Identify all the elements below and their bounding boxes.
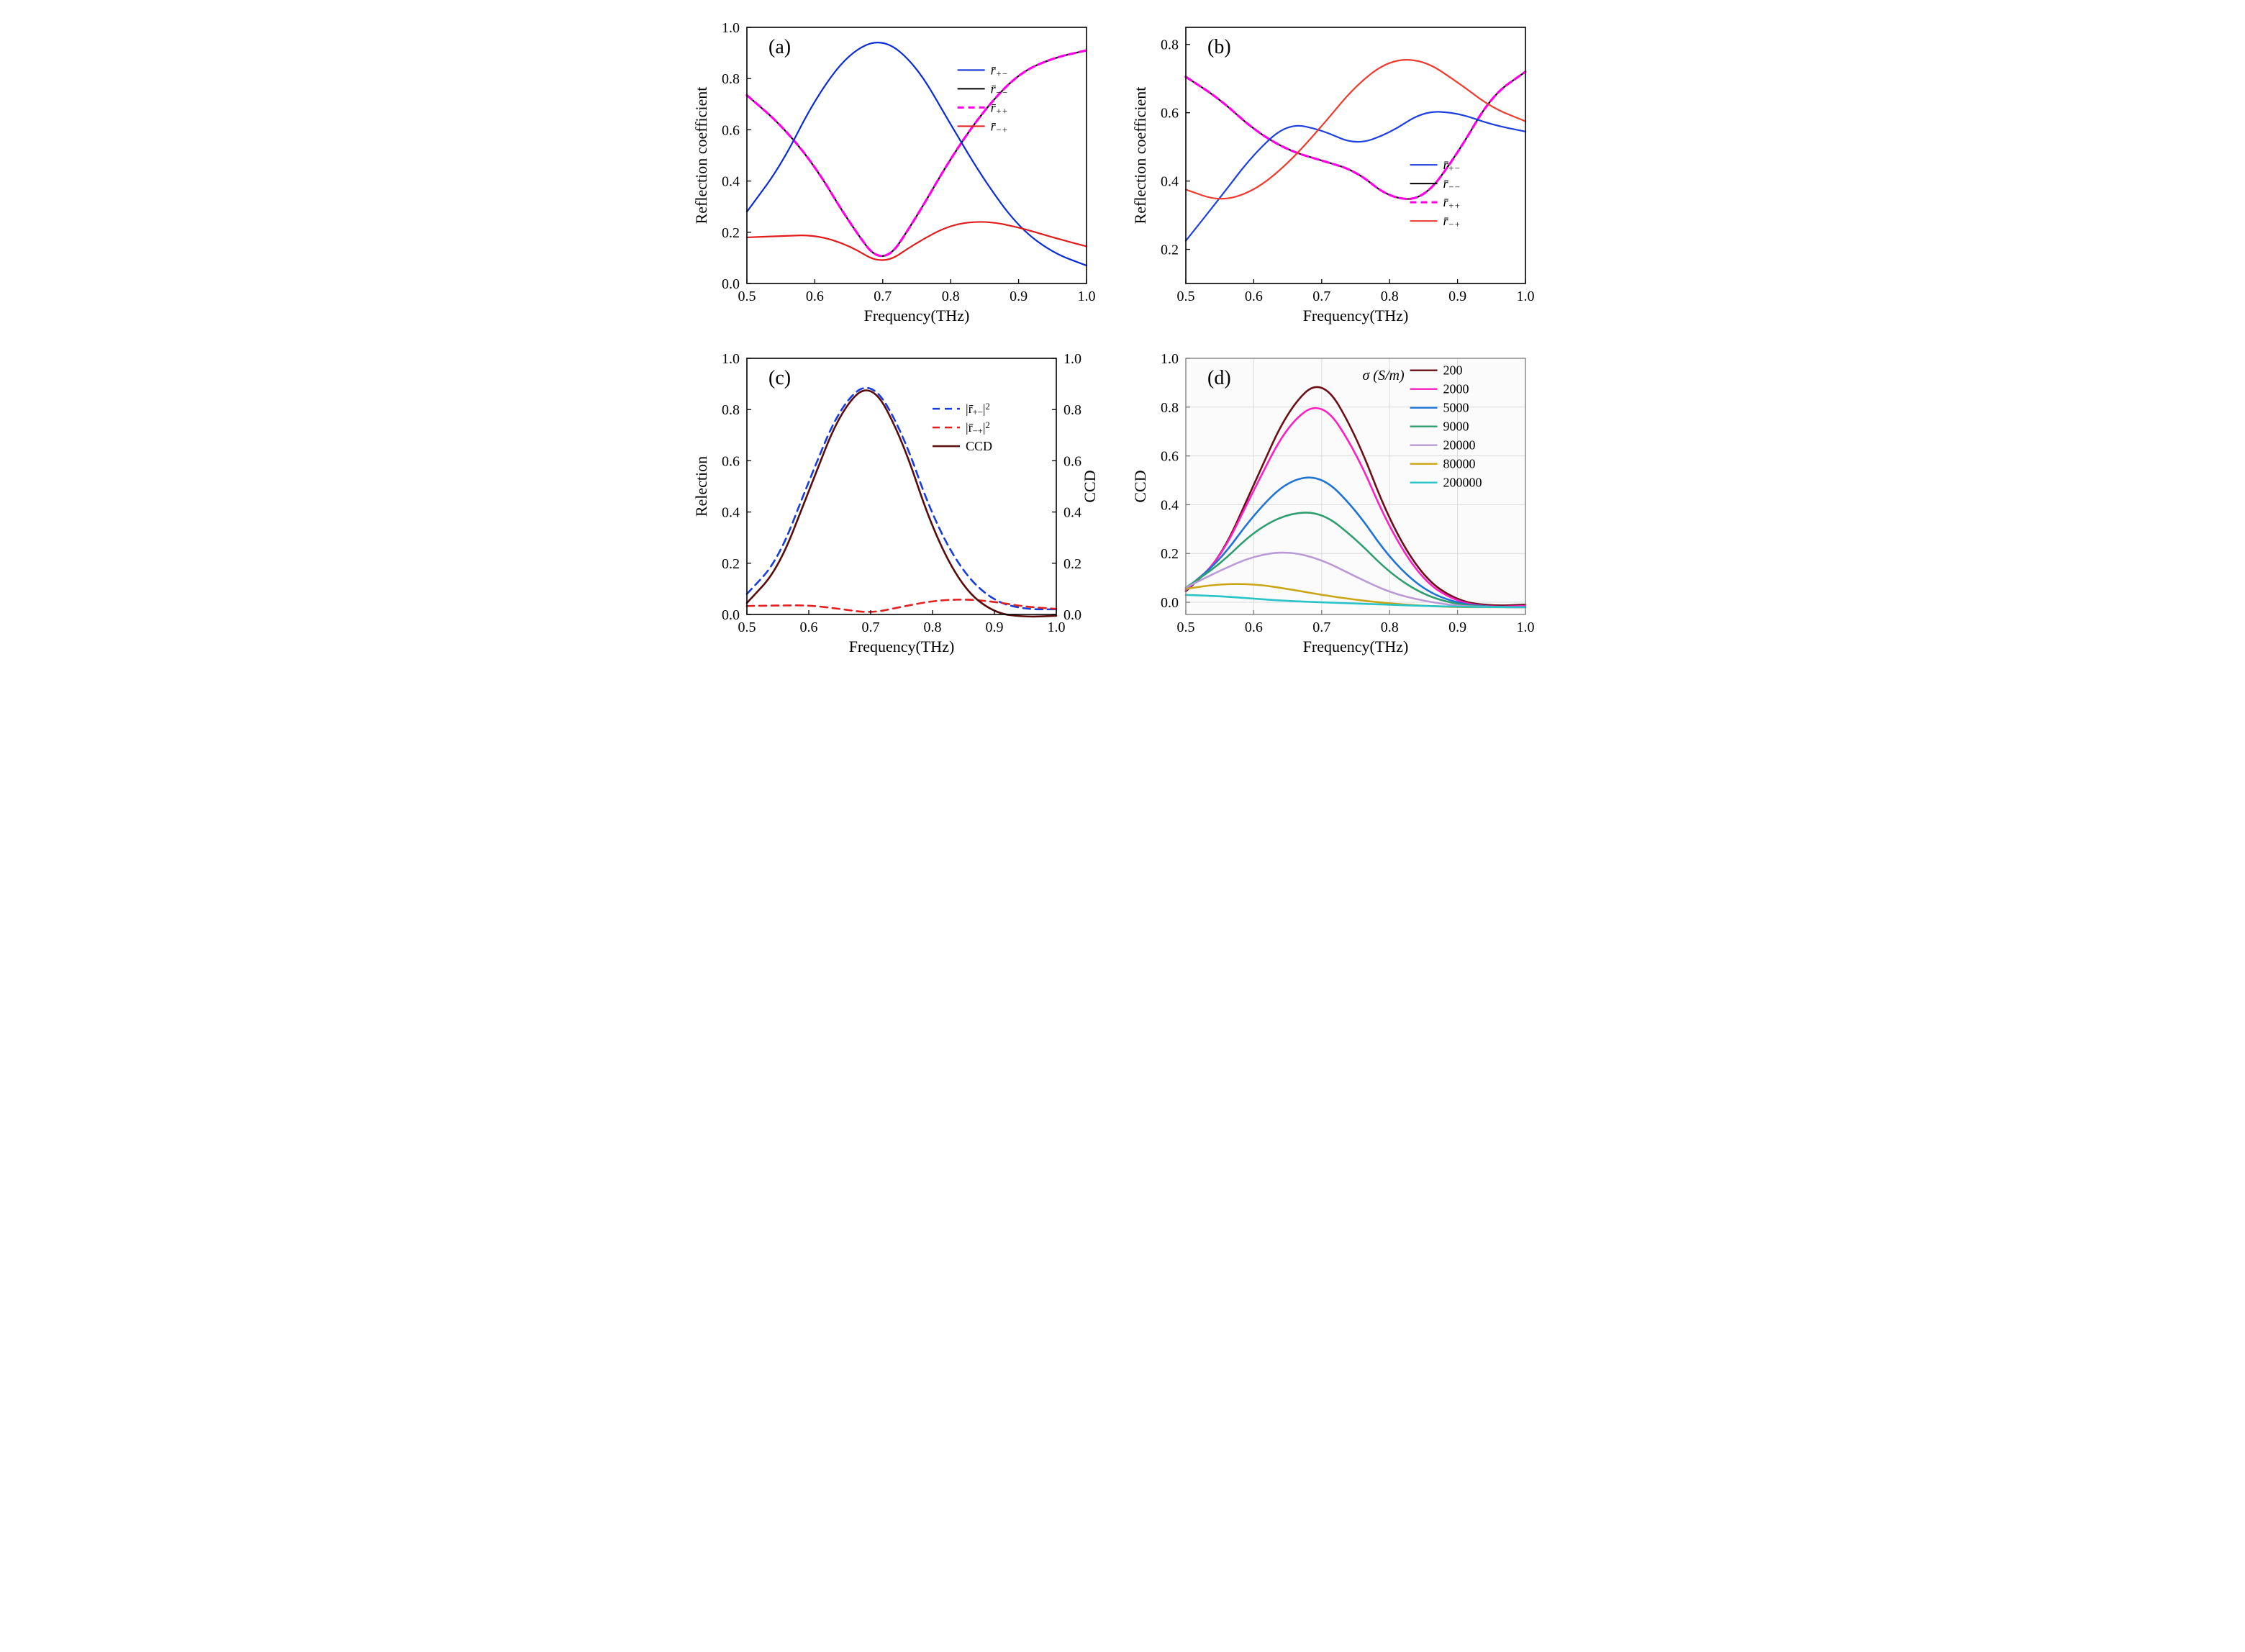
series-r_minusplus	[1186, 60, 1525, 199]
figure-grid: 0.50.60.70.80.91.00.00.20.40.60.81.0Freq…	[691, 14, 1554, 662]
legend-label: r̄+−	[991, 63, 1008, 78]
svg-text:0.0: 0.0	[1161, 595, 1179, 611]
series-r_minmin	[747, 50, 1087, 256]
svg-text:0.6: 0.6	[800, 620, 818, 635]
svg-text:0.8: 0.8	[1381, 620, 1399, 635]
series-CCD	[747, 391, 1056, 617]
legend-label: r̄−−	[991, 81, 1008, 97]
svg-text:0.2: 0.2	[1063, 556, 1081, 572]
svg-text:0.7: 0.7	[1312, 289, 1330, 304]
svg-text:0.5: 0.5	[738, 620, 756, 635]
svg-text:0.8: 0.8	[924, 620, 942, 635]
svg-text:0.9: 0.9	[986, 620, 1004, 635]
legend-label: 80000	[1443, 457, 1476, 471]
legend-label: r̄++	[1443, 195, 1461, 211]
svg-text:0.8: 0.8	[1381, 289, 1399, 304]
legend-label: 5000	[1443, 401, 1469, 415]
svg-text:1.0: 1.0	[722, 20, 740, 36]
panel-d: 0.5 0.6 0.7 0.8 0.9 1.0 0.0 0.2 0.4 0.6 0.8 1.0 Freq…	[1130, 345, 1554, 662]
series-r_plusminus	[1186, 112, 1525, 240]
svg-text:0.4: 0.4	[1161, 174, 1179, 190]
xlabel: Frequency(THz)	[1303, 637, 1409, 655]
svg-text:0.0: 0.0	[1063, 607, 1081, 623]
svg-text:0.8: 0.8	[942, 289, 960, 304]
panel-a: 0.5 0.6 0.7 0.8 0.9 1.0 0.0 0.2 0.4 0.6 0.8 1.0 Freq…	[691, 14, 1115, 331]
svg-text:1.0: 1.0	[1517, 620, 1535, 635]
svg-text:0.8: 0.8	[1161, 400, 1179, 416]
ylabel: CCD	[1131, 470, 1149, 502]
panel-letter: (b)	[1207, 36, 1231, 58]
svg-text:0.0: 0.0	[722, 276, 740, 292]
xlabel: Frequency(THz)	[849, 637, 955, 655]
svg-text:1.0: 1.0	[1161, 351, 1179, 367]
legend-label: 200000	[1443, 476, 1482, 490]
legend-label: 9000	[1443, 419, 1469, 434]
svg-text:0.8: 0.8	[722, 71, 740, 87]
series-r_minmin	[1186, 72, 1525, 199]
panel-letter: (d)	[1207, 367, 1231, 389]
svg-text:1.0: 1.0	[1063, 351, 1081, 367]
series-r_pm_sq	[747, 388, 1056, 609]
legend-label: r̄−+	[1443, 214, 1461, 230]
sigma-title: σ (S/m)	[1362, 368, 1405, 384]
svg-text:0.4: 0.4	[1161, 497, 1179, 513]
svg-text:0.9: 0.9	[1010, 289, 1028, 304]
svg-text:0.8: 0.8	[1063, 402, 1081, 418]
ylabel: Reflection coefficient	[1131, 87, 1149, 224]
svg-text:0.7: 0.7	[1312, 620, 1330, 635]
svg-text:0.8: 0.8	[1161, 37, 1179, 53]
svg-text:0.4: 0.4	[722, 174, 740, 190]
svg-text:0.9: 0.9	[1448, 289, 1466, 304]
legend-label: 2000	[1443, 382, 1469, 396]
xlabel: Frequency(THz)	[864, 307, 970, 324]
svg-text:0.6: 0.6	[1245, 289, 1263, 304]
svg-text:0.6: 0.6	[806, 289, 824, 304]
legend-label: CCD	[966, 439, 992, 453]
panel-b: 0.5 0.6 0.7 0.8 0.9 1.0 0.2 0.4 0.6 0.8 Frequency(…	[1130, 14, 1554, 331]
svg-text:0.5: 0.5	[1177, 289, 1195, 304]
series-r_minusplus	[747, 222, 1087, 260]
xlabel: Frequency(THz)	[1303, 307, 1409, 324]
svg-text:0.2: 0.2	[1161, 546, 1179, 562]
svg-text:0.2: 0.2	[722, 556, 740, 572]
panel-c: 0.50.60.70.80.91.00.00.20.40.60.81.00.00…	[691, 345, 1115, 662]
legend-label: r̄−+	[991, 119, 1008, 135]
svg-text:0.5: 0.5	[1177, 620, 1195, 635]
svg-text:0.9: 0.9	[1448, 620, 1466, 635]
legend-label: |r̄+−|2	[966, 401, 990, 417]
svg-text:0.2: 0.2	[1161, 242, 1179, 258]
series-r_mp_sq	[747, 599, 1056, 612]
svg-text:0.4: 0.4	[722, 505, 740, 521]
svg-text:0.7: 0.7	[874, 289, 892, 304]
svg-text:0.7: 0.7	[862, 620, 880, 635]
legend-label: r̄−−	[1443, 176, 1461, 192]
svg-text:1.0: 1.0	[1517, 289, 1535, 304]
svg-text:0.6: 0.6	[722, 453, 740, 469]
series-r_plusplus	[747, 50, 1087, 256]
ylabel-right: CCD	[1081, 470, 1099, 502]
legend-label: r̄++	[991, 100, 1008, 116]
legend-label: 20000	[1443, 438, 1476, 453]
panel-letter: (a)	[768, 36, 791, 58]
legend-label: |r̄−+|2	[966, 420, 990, 436]
svg-text:0.6: 0.6	[1161, 449, 1179, 465]
ylabel: Reflection coefficient	[692, 87, 710, 224]
svg-text:0.6: 0.6	[1063, 453, 1081, 469]
svg-text:1.0: 1.0	[722, 351, 740, 367]
svg-text:1.0: 1.0	[1078, 289, 1096, 304]
series-r_plusplus	[1186, 72, 1525, 199]
svg-text:0.4: 0.4	[1063, 505, 1081, 521]
svg-text:0.6: 0.6	[1245, 620, 1263, 635]
legend-label: 200	[1443, 363, 1463, 378]
svg-text:0.0: 0.0	[722, 607, 740, 623]
svg-text:0.6: 0.6	[1161, 106, 1179, 122]
svg-text:0.5: 0.5	[738, 289, 756, 304]
svg-text:0.2: 0.2	[722, 225, 740, 241]
panel-letter: (c)	[768, 367, 791, 389]
ylabel: Relection	[692, 456, 710, 517]
svg-text:1.0: 1.0	[1048, 620, 1066, 635]
svg-text:0.6: 0.6	[722, 122, 740, 138]
svg-text:0.8: 0.8	[722, 402, 740, 418]
